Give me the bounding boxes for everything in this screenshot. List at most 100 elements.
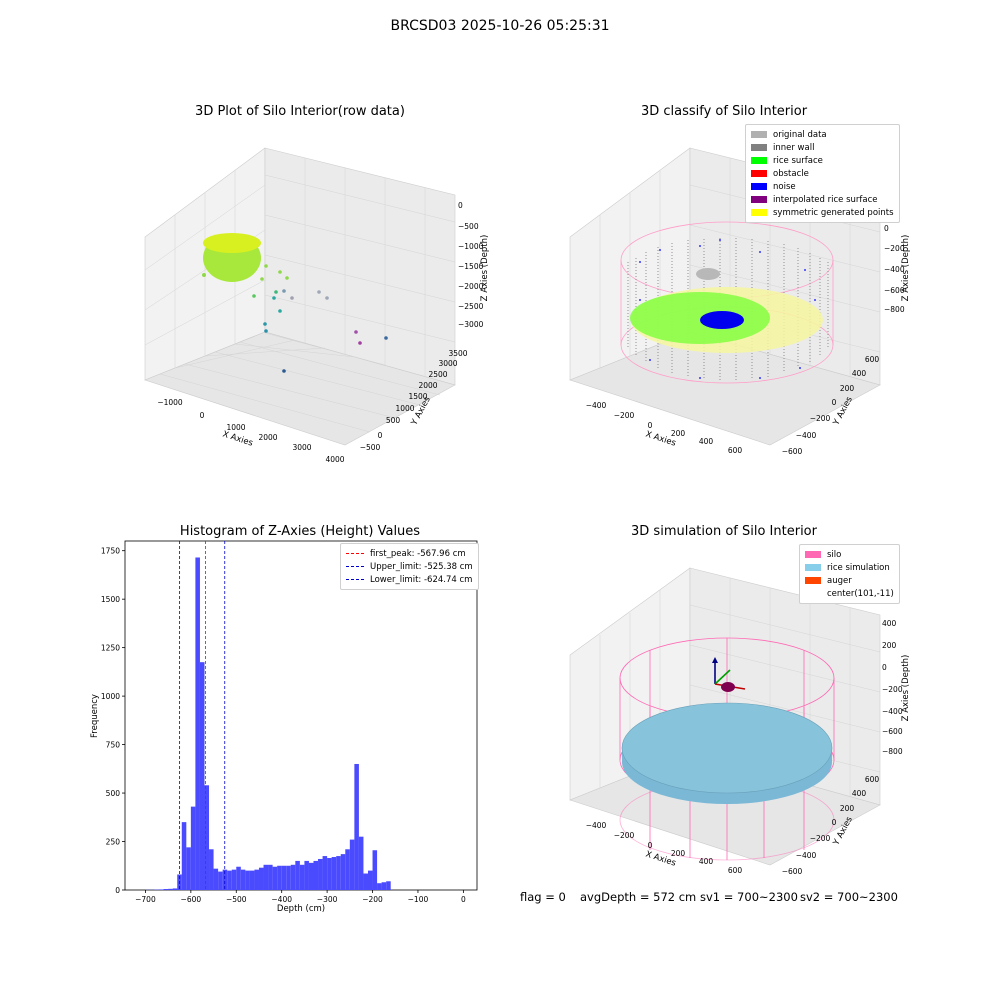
plot1-xtick: 0 bbox=[200, 411, 205, 420]
plot4-ztick: 200 bbox=[882, 641, 897, 650]
hist-xtick-label: −100 bbox=[408, 895, 429, 904]
hist-xtick-label: −700 bbox=[135, 895, 156, 904]
plot2-xtick: −400 bbox=[586, 401, 607, 410]
hist-bar bbox=[349, 839, 355, 890]
plot1-grid bbox=[144, 158, 456, 433]
plot4-rice-simulation bbox=[622, 703, 832, 793]
hist-bar bbox=[290, 864, 296, 890]
legend-item: rice simulation bbox=[805, 561, 894, 574]
hist-ytick-label: 500 bbox=[106, 789, 121, 798]
plot4-zlabel: Z Axies (Depth) bbox=[901, 655, 911, 722]
hist-bar bbox=[377, 883, 382, 890]
hist-bar bbox=[190, 806, 196, 890]
plot4-xtick: 400 bbox=[699, 857, 714, 866]
plot2-ztick: 0 bbox=[884, 224, 889, 233]
legend-item: inner wall bbox=[751, 141, 894, 154]
hist-ylabel: Frequency bbox=[90, 694, 100, 738]
plot2-zlabel: Z Axies (Depth) bbox=[901, 235, 911, 302]
hist-bar bbox=[340, 854, 346, 890]
plot1-ztick: −500 bbox=[458, 222, 479, 231]
plot2-xtick: −200 bbox=[614, 411, 635, 420]
hist-bar bbox=[308, 862, 314, 890]
legend-item: first_peak: -567.96 cm bbox=[346, 547, 473, 560]
hist-bar bbox=[327, 858, 332, 890]
legend-item: Lower_limit: -624.74 cm bbox=[346, 573, 473, 586]
plot2-original-data bbox=[696, 268, 720, 280]
footer-avg-depth: avgDepth = 572 cm bbox=[580, 890, 697, 904]
plot4-title: 3D simulation of Silo Interior bbox=[631, 524, 817, 539]
hist-bar bbox=[236, 866, 241, 890]
hist-xlabel: Depth (cm) bbox=[277, 904, 325, 914]
plot1-ztick: 0 bbox=[458, 201, 463, 210]
legend-swatch bbox=[751, 196, 767, 203]
hist-bar bbox=[272, 866, 278, 890]
hist-bar bbox=[231, 869, 237, 890]
legend-line bbox=[346, 579, 364, 580]
plot4-ytick: −400 bbox=[796, 851, 817, 860]
hist-bar bbox=[318, 858, 323, 890]
plot1-rice-top bbox=[203, 233, 261, 253]
plot4-xtick: −400 bbox=[586, 821, 607, 830]
legend-swatch bbox=[751, 157, 767, 164]
legend-item: noise bbox=[751, 180, 894, 193]
plot2-ztick: −200 bbox=[884, 244, 905, 253]
plot1-ytick: 3000 bbox=[438, 359, 457, 368]
footer-sv1: sv1 = 700~2300 bbox=[700, 890, 798, 904]
plot1-xtick: 4000 bbox=[325, 455, 344, 464]
legend-swatch bbox=[751, 131, 767, 138]
plot1-ztick: −3000 bbox=[458, 320, 484, 329]
hist-ytick-label: 1500 bbox=[101, 595, 120, 604]
hist-xticks: −700 −600 −500 −400 −300 −200 −100 0 bbox=[135, 890, 466, 904]
plot4-xtick: 200 bbox=[671, 849, 686, 858]
figure-title: BRCSD03 2025-10-26 05:25:31 bbox=[390, 18, 610, 34]
plot1-xtick: 1000 bbox=[226, 423, 245, 432]
legend-item: Upper_limit: -525.38 cm bbox=[346, 560, 473, 573]
plot1-ytick: 1500 bbox=[408, 392, 427, 401]
hist-bar bbox=[336, 856, 341, 890]
hist-bar bbox=[277, 865, 282, 890]
legend-swatch bbox=[751, 144, 767, 151]
plot1-ytick: 2000 bbox=[418, 381, 437, 390]
legend-item: auger bbox=[805, 574, 894, 587]
legend-swatch bbox=[751, 209, 767, 216]
hist-bar bbox=[345, 849, 350, 890]
hist-xtick-label: −500 bbox=[226, 895, 247, 904]
plot2-ytick: 400 bbox=[852, 369, 867, 378]
legend-line bbox=[346, 566, 364, 567]
plot2-xtick: 600 bbox=[728, 446, 743, 455]
legend-item: obstacle bbox=[751, 167, 894, 180]
hist-bar bbox=[204, 785, 210, 890]
hist-bar bbox=[218, 871, 223, 890]
hist-bar bbox=[181, 822, 187, 890]
plot1-ztick: −1000 bbox=[458, 242, 484, 251]
hist-bar bbox=[268, 864, 273, 890]
legend-item: original data bbox=[751, 128, 894, 141]
plot2-ytick: −400 bbox=[796, 431, 817, 440]
plot4-legend: silo rice simulation auger center(101,-1… bbox=[799, 544, 900, 604]
plot2-rice-surface bbox=[630, 292, 770, 344]
hist-bar bbox=[168, 888, 173, 890]
plot1-ytick: 2500 bbox=[428, 370, 447, 379]
plot2-ytick: 200 bbox=[840, 384, 855, 393]
hist-bar bbox=[299, 864, 305, 890]
plot2-xtick: 0 bbox=[648, 421, 653, 430]
hist-xtick-label: −200 bbox=[362, 895, 383, 904]
plot1-ytick: 3500 bbox=[448, 349, 467, 358]
hist-bar bbox=[249, 870, 255, 890]
hist-bar bbox=[363, 873, 368, 890]
plot1-ztick-labels: 0 −500 −1000 −1500 −2000 −2500 −3000 bbox=[458, 201, 484, 329]
plot4-ztick: 400 bbox=[882, 619, 897, 628]
hist-bar bbox=[304, 860, 309, 890]
hist-bar bbox=[281, 865, 287, 890]
legend-line bbox=[346, 553, 364, 554]
plot4-axis-y bbox=[714, 669, 731, 685]
plot2-ztick: −800 bbox=[884, 305, 905, 314]
legend-swatch bbox=[751, 170, 767, 177]
plot1-zlabel: Z Axies (Depth) bbox=[480, 235, 490, 302]
plot1-scatter-points bbox=[202, 264, 388, 373]
plot4-ytick: −600 bbox=[782, 867, 803, 876]
hist-ytick-label: 0 bbox=[115, 886, 120, 895]
hist-bar bbox=[195, 557, 200, 890]
hist-ytick-label: 1250 bbox=[101, 644, 120, 653]
